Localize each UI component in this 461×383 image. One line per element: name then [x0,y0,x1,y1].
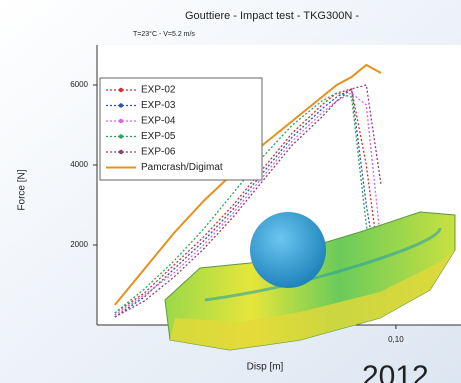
legend-marker [119,150,123,154]
x-tick-label: 0,10 [388,335,404,344]
legend: EXP-02 EXP-03 EXP-04 EXP-05 EXP-06 Pamcrash/D… [100,78,262,180]
x-axis-label: Disp [m] [247,362,284,373]
legend-marker [119,88,123,92]
legend-label: EXP-02 [141,85,176,96]
y-axis-label: Force [N] [17,169,28,210]
legend-marker [119,103,123,107]
chart-title: Gouttiere - Impact test - TKG300N - [185,10,359,22]
chart: Gouttiere - Impact test - TKG300N - T=23… [0,0,461,383]
annotation: 2012 [362,360,429,383]
y-tick-label: 6000 [70,80,88,89]
legend-label: EXP-05 [141,131,176,142]
legend-label: Pamcrash/Digimat [141,162,223,173]
impactor-sphere [250,212,326,288]
legend-label: EXP-06 [141,147,176,158]
legend-marker [119,119,123,123]
legend-label: EXP-03 [141,100,176,111]
legend-label: EXP-04 [141,116,176,127]
chart-subtitle: T=23°C - V=5.2 m/s [133,30,195,38]
y-tick-label: 4000 [70,160,88,169]
legend-marker [119,134,123,138]
y-tick-label: 2000 [70,240,88,249]
